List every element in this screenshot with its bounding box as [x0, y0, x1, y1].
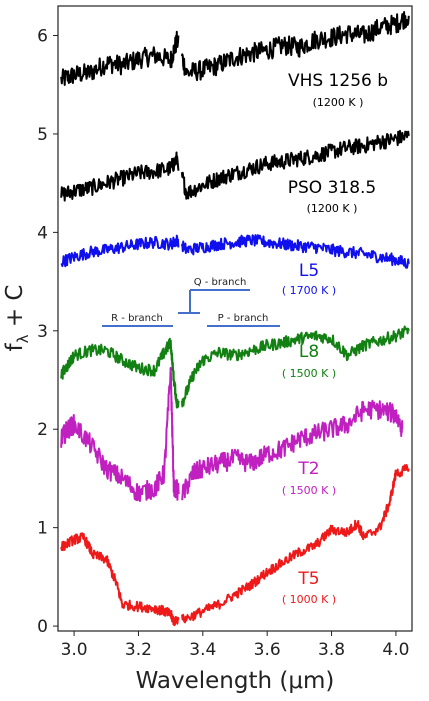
series-name-label: VHS 1256 b: [288, 71, 388, 91]
series-line-3: [60, 337, 180, 409]
x-tick-label: 3.2: [125, 640, 152, 660]
x-axis-title: Wavelength (μm): [136, 668, 335, 694]
series-temp-label: ( 1000 K ): [282, 593, 336, 606]
y-tick-label: 5: [37, 125, 48, 145]
svg-text:fλ + C: fλ + C: [2, 285, 32, 352]
plot-frame: [57, 5, 413, 632]
x-tick-label: 3.6: [254, 640, 281, 660]
y-tick-label: 1: [37, 519, 48, 539]
series-name-label: PSO 318.5: [288, 178, 377, 198]
y-tick-label: 2: [37, 420, 48, 440]
y-tick-label: 4: [37, 223, 48, 243]
series-line-4: [60, 367, 180, 503]
x-tick-label: 3.4: [189, 640, 216, 660]
series-name-label: L5: [299, 261, 319, 281]
series-temp-label: ( 1500 K ): [282, 367, 336, 380]
series-line-0: [60, 30, 180, 86]
series-temp-label: ( 1700 K ): [282, 284, 336, 297]
q-branch-label: Q - branch: [194, 277, 247, 288]
p-branch-label: P - branch: [218, 313, 269, 324]
series-line-0: [180, 11, 410, 82]
y-tick-label: 0: [37, 617, 48, 637]
y-tick-label: 6: [37, 27, 48, 47]
tick-layer: 3.0 3.2 3.4 3.6 3.8 4.0 0 1 2 3 4 5 6: [37, 27, 409, 660]
series-line-5: [181, 464, 410, 624]
x-tick-label: 4.0: [382, 640, 409, 660]
series-line-3: [181, 325, 410, 408]
series-temp-label: ( 1500 K ): [282, 484, 336, 497]
series-temp-label: (1200 K ): [307, 202, 358, 215]
series-temp-label: (1200 K ): [313, 96, 364, 109]
series-layer: [60, 11, 410, 627]
x-tick-label: 3.0: [61, 640, 88, 660]
series-name-label: T2: [297, 459, 319, 479]
y-axis-title: fλ + C: [2, 285, 32, 352]
label-layer: VHS 1256 b (1200 K ) PSO 318.5 (1200 K ) L5 (…: [282, 71, 388, 606]
series-name-label: T5: [297, 569, 319, 589]
series-line-2: [60, 234, 180, 268]
r-branch-label: R - branch: [111, 313, 163, 324]
annotation-layer: R - branch Q - branch P - branch: [102, 277, 280, 327]
series-line-1: [180, 129, 410, 200]
x-tick-label: 3.8: [318, 640, 345, 660]
series-line-1: [60, 151, 180, 202]
series-line-5: [60, 532, 180, 627]
series-line-4: [181, 399, 404, 501]
series-line-2: [180, 234, 410, 269]
series-name-label: L8: [299, 342, 319, 362]
y-tick-label: 3: [37, 322, 48, 342]
